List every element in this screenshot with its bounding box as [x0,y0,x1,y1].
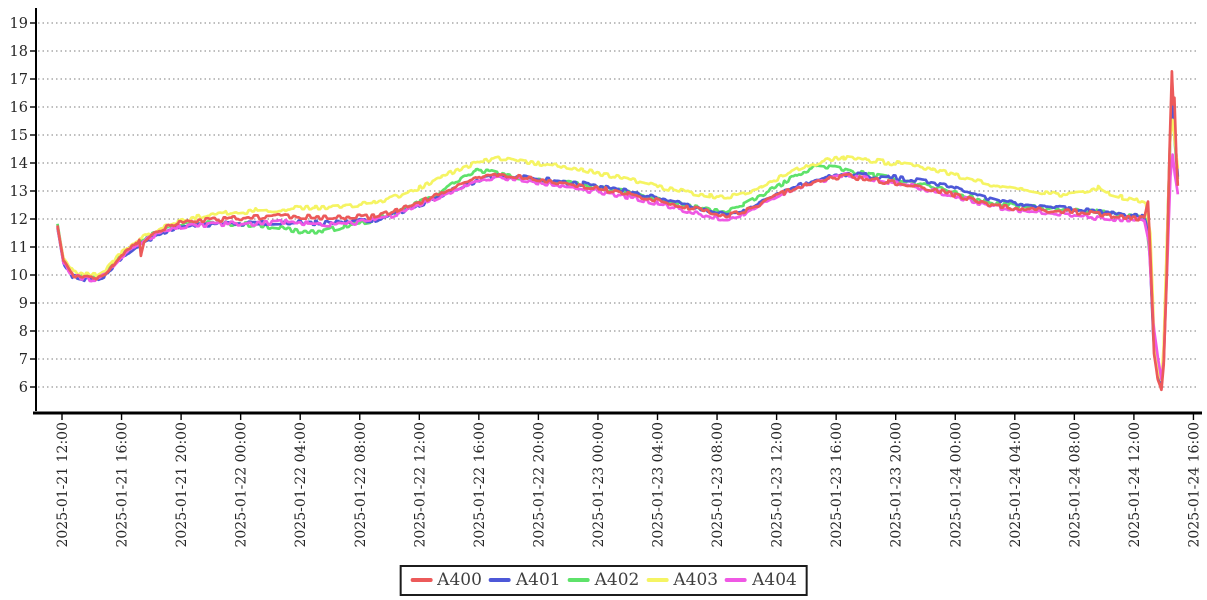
x-tick-label: 2025-01-22 20:00 [531,422,547,548]
legend-item-a402: A402 [567,570,640,590]
y-tick-label: 7 [19,352,28,368]
x-tick-label: 2025-01-23 04:00 [651,422,667,548]
x-tick-label: 2025-01-22 04:00 [293,422,309,548]
y-tick-label: 19 [10,16,28,32]
legend-label-a401: A401 [515,570,561,590]
x-tick-label: 2025-01-23 12:00 [770,422,786,548]
y-tick-label: 9 [19,296,28,312]
y-tick-label: 17 [10,72,28,88]
legend-swatch-a401 [488,578,511,583]
x-tick-label: 2025-01-24 12:00 [1127,422,1143,548]
legend-item-a401: A401 [488,570,561,590]
x-tick-label: 2025-01-22 00:00 [234,422,250,548]
x-tick-label: 2025-01-22 16:00 [472,422,488,548]
x-tick-label: 2025-01-24 00:00 [948,422,964,548]
y-tick-label: 8 [19,324,28,340]
legend-label-a404: A404 [752,570,797,590]
y-tick-label: 13 [10,184,28,200]
y-tick-label: 11 [10,240,28,256]
x-tick-label: 2025-01-23 00:00 [591,422,607,548]
series-line-a400 [56,70,1180,392]
x-tick-label: 2025-01-23 16:00 [829,422,845,548]
x-tick-label: 2025-01-24 16:00 [1186,422,1202,548]
y-tick-label: 10 [10,268,28,284]
legend-label-a400: A400 [437,570,482,590]
legend-label-a402: A402 [594,570,640,590]
x-tick-label: 2025-01-24 08:00 [1067,422,1083,548]
x-tick-label: 2025-01-21 20:00 [174,422,190,548]
x-tick-label: 2025-01-24 04:00 [1008,422,1024,548]
legend-item-a403: A403 [646,570,718,590]
x-tick-label: 2025-01-22 12:00 [412,422,428,548]
series-line-a403 [56,118,1180,382]
series-line-a402 [56,110,1180,389]
x-tick-label: 2025-01-22 08:00 [353,422,369,548]
y-tick-label: 12 [10,212,28,228]
legend-label-a403: A403 [673,570,719,590]
y-tick-label: 18 [10,44,28,60]
legend-item-a400: A400 [410,570,482,590]
y-tick-label: 6 [19,380,28,396]
legend-item-a404: A404 [725,570,797,590]
legend-swatch-a402 [567,578,590,583]
y-tick-label: 15 [10,128,28,144]
y-tick-label: 14 [10,156,28,172]
legend-swatch-a404 [725,578,748,583]
x-tick-label: 2025-01-21 16:00 [115,422,131,548]
y-tick-label: 16 [10,100,28,116]
legend-swatch-a400 [410,578,433,583]
x-tick-label: 2025-01-23 08:00 [710,422,726,548]
series-line-a401 [56,104,1180,387]
x-tick-label: 2025-01-21 12:00 [55,422,71,548]
x-tick-label: 2025-01-23 20:00 [889,422,905,548]
legend: A400 A401 A402 A403 A404 [399,565,808,597]
legend-swatch-a403 [646,578,669,583]
